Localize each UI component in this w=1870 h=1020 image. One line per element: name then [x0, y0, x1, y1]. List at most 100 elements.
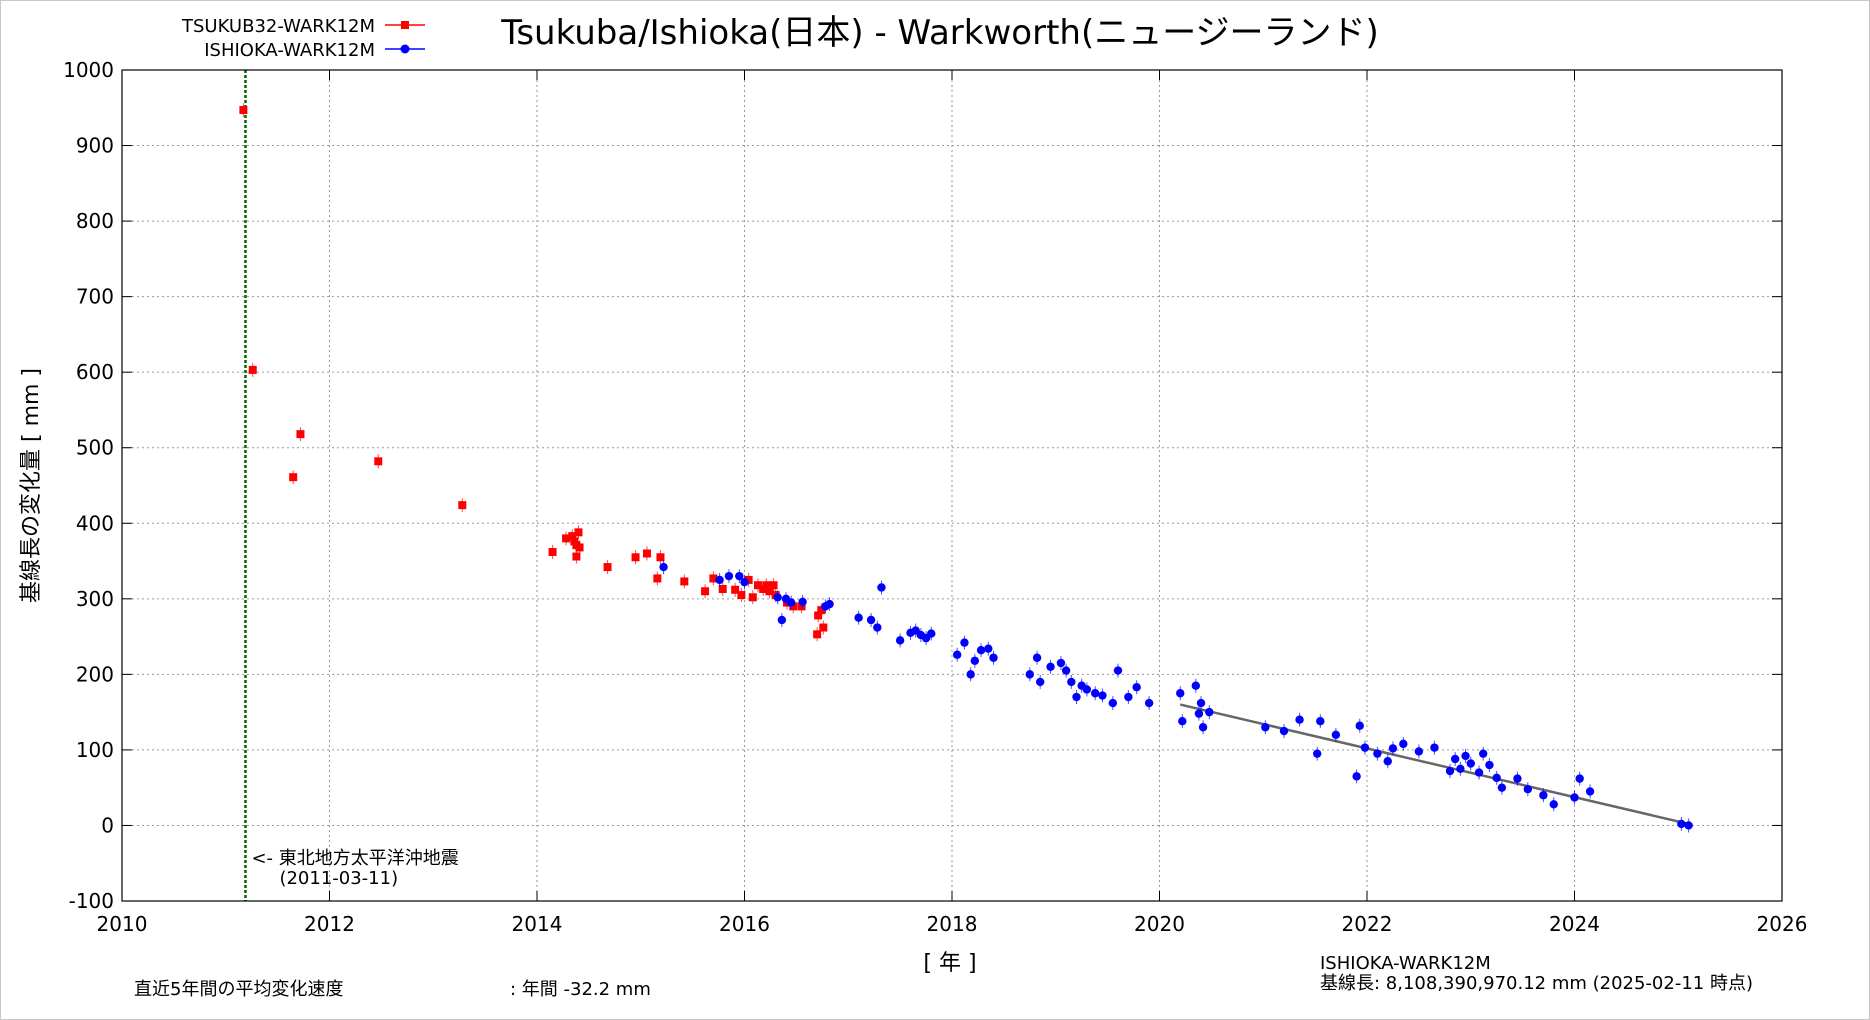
data-point-ishioka	[724, 571, 734, 581]
trend-line	[1179, 703, 1689, 826]
data-point-ishioka	[1485, 760, 1494, 770]
data-point-ishioka	[877, 583, 886, 592]
data-point-ishioka	[854, 613, 863, 622]
x-tick-label: 2010	[97, 912, 148, 936]
data-point-ishioka	[1399, 739, 1408, 749]
legend: TSUKUB32-WARK12M ISHIOKA-WARK12M	[181, 16, 425, 61]
data-point-ishioka	[873, 623, 882, 632]
data-point-ishioka	[1466, 759, 1475, 768]
y-tick-label: 400	[76, 511, 114, 535]
data-point-tsukub32	[562, 534, 571, 543]
baseline-length: 基線長: 8,108,390,970.12 mm (2025-02-11 時点)	[1320, 973, 1753, 994]
data-point-tsukub32	[653, 574, 662, 583]
data-point-ishioka	[1261, 723, 1270, 732]
y-tick-label: 500	[76, 436, 114, 460]
data-point-ishioka	[1279, 726, 1289, 736]
x-tick-label: 2014	[512, 912, 563, 936]
earthquake-event-date: (2011-03-11)	[279, 868, 398, 889]
data-point-ishioka	[1461, 751, 1470, 761]
data-point-ishioka	[1067, 677, 1076, 687]
data-point-tsukub32	[656, 553, 665, 562]
data-point-ishioka	[1113, 666, 1123, 675]
data-point-ishioka	[989, 653, 998, 662]
data-point-tsukub32	[814, 611, 823, 620]
legend-marker-circle	[400, 44, 410, 54]
data-point-ishioka	[1570, 793, 1579, 802]
legend-label-tsukub32: TSUKUB32-WARK12M	[181, 16, 375, 37]
data-point-tsukub32	[744, 575, 753, 584]
data-point-tsukub32	[574, 528, 583, 537]
y-tick-label: 900	[76, 134, 114, 158]
data-point-tsukub32	[748, 593, 757, 602]
rate-value: : 年間 -32.2 mm	[510, 979, 651, 1000]
data-point-ishioka	[659, 562, 668, 572]
data-point-ishioka	[1124, 692, 1133, 702]
x-tick-label: 2018	[927, 912, 978, 936]
data-point-tsukub32	[568, 532, 577, 541]
data-point-tsukub32	[603, 563, 612, 572]
data-point-ishioka	[1196, 698, 1206, 708]
data-point-ishioka	[798, 597, 807, 607]
data-point-tsukub32	[296, 430, 305, 439]
y-axis-ticks: -100 0 100 200 300 400 500 600 700 800 900 1000	[63, 58, 1782, 913]
x-tick-label: 2012	[304, 912, 355, 936]
data-point-ishioka	[1331, 730, 1341, 739]
data-point-tsukub32	[239, 106, 248, 115]
data-point-ishioka	[1316, 717, 1325, 726]
data-point-tsukub32	[819, 623, 828, 632]
data-point-ishioka	[1191, 681, 1201, 690]
data-point-ishioka	[740, 577, 749, 587]
data-point-tsukub32	[572, 552, 581, 561]
data-point-tsukub32	[248, 365, 257, 374]
data-point-ishioka	[1313, 749, 1322, 758]
data-point-ishioka	[1176, 689, 1185, 698]
data-point-ishioka	[825, 599, 834, 609]
y-tick-label: 700	[76, 285, 114, 309]
x-tick-label: 2026	[1757, 912, 1808, 936]
data-point-ishioka	[1539, 791, 1548, 800]
data-point-ishioka	[1032, 653, 1042, 662]
data-point-ishioka	[1523, 784, 1533, 794]
data-point-ishioka	[1479, 749, 1488, 758]
y-tick-label: 100	[76, 738, 114, 762]
data-point-ishioka	[1025, 670, 1035, 679]
data-point-ishioka	[960, 638, 969, 647]
data-point-tsukub32	[817, 606, 826, 615]
data-point-tsukub32	[731, 585, 740, 594]
data-point-ishioka	[1414, 747, 1424, 756]
x-tick-label: 2016	[719, 912, 770, 936]
data-point-ishioka	[1355, 721, 1364, 730]
data-point-ishioka	[1056, 658, 1066, 668]
data-point-ishioka	[927, 629, 936, 638]
data-point-ishioka	[1430, 743, 1439, 752]
data-point-ishioka	[777, 615, 787, 625]
data-point-ishioka	[966, 670, 975, 679]
data-points	[239, 103, 1693, 833]
data-point-tsukub32	[753, 581, 762, 590]
x-axis-label: [ 年 ]	[923, 951, 976, 976]
data-point-ishioka	[1497, 783, 1507, 792]
y-tick-label: 200	[76, 662, 114, 686]
rate-label: 直近5年間の平均変化速度	[134, 979, 343, 1000]
data-point-tsukub32	[709, 574, 718, 583]
data-point-ishioka	[773, 593, 782, 602]
data-point-ishioka	[1090, 689, 1100, 698]
data-point-ishioka	[1445, 766, 1455, 776]
data-point-ishioka	[1144, 698, 1154, 708]
data-point-ishioka	[1194, 709, 1204, 718]
data-point-ishioka	[1132, 683, 1141, 692]
data-point-ishioka	[1549, 800, 1558, 809]
data-point-ishioka	[1684, 821, 1693, 830]
data-point-ishioka	[976, 645, 986, 655]
data-point-ishioka	[1295, 715, 1304, 724]
data-point-ishioka	[970, 656, 980, 665]
data-point-ishioka	[895, 636, 905, 645]
data-point-tsukub32	[458, 501, 467, 510]
data-point-ishioka	[1383, 757, 1392, 766]
data-point-tsukub32	[769, 581, 778, 590]
data-point-ishioka	[735, 571, 744, 581]
baseline-name: ISHIOKA-WARK12M	[1320, 953, 1491, 974]
data-point-ishioka	[1513, 774, 1522, 783]
y-tick-label: 800	[76, 209, 114, 233]
data-point-ishioka	[786, 598, 796, 607]
